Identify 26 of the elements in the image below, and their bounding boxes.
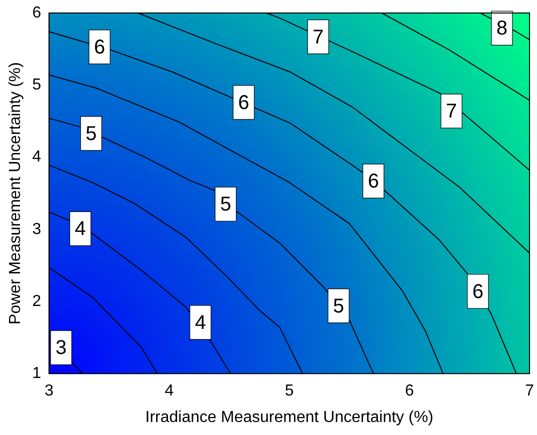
annotation: 6 xyxy=(94,36,106,58)
annotation: 4 xyxy=(74,218,86,240)
annotation: 5 xyxy=(86,122,97,145)
annotation: 3 xyxy=(56,337,67,360)
y-tick-label: 2 xyxy=(32,292,42,310)
annotation: 8 xyxy=(496,18,508,40)
x-tick-label: 4 xyxy=(164,382,174,400)
annotation: 5 xyxy=(333,295,344,318)
annotation: 6 xyxy=(368,170,379,193)
x-tick-label: 6 xyxy=(404,382,414,400)
y-tick-label: 6 xyxy=(32,4,42,22)
annotation: 5 xyxy=(220,194,232,216)
annotation: 4 xyxy=(194,312,206,334)
annotation: 6 xyxy=(238,92,250,114)
annotation: 7 xyxy=(312,26,324,48)
y-tick-label: 3 xyxy=(32,220,42,238)
y-tick-label: 4 xyxy=(32,148,42,166)
x-axis-title: Irradiance Measurement Uncertainty (%) xyxy=(145,408,434,426)
y-tick-label: 1 xyxy=(32,365,42,382)
x-tick-label: 5 xyxy=(284,382,294,400)
y-axis-title: Power Measurement Uncertainty (%) xyxy=(7,62,24,324)
x-tick-label: 7 xyxy=(525,382,534,400)
y-tick-label: 5 xyxy=(32,76,42,94)
annotation: 7 xyxy=(446,100,458,123)
x-tick-label: 3 xyxy=(44,382,54,400)
annotation: 6 xyxy=(472,280,484,303)
